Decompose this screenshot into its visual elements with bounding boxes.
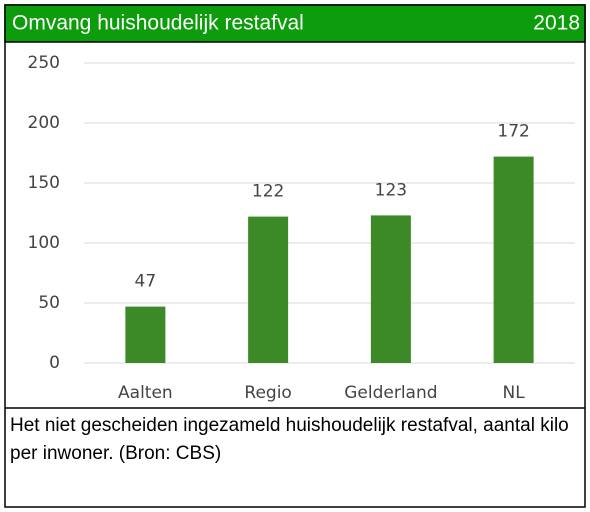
bar [125, 306, 166, 363]
caption: Het niet gescheiden ingezameld huishoude… [10, 415, 569, 464]
y-tick-label: 150 [28, 173, 60, 193]
frame [4, 4, 586, 508]
data-label: 47 [135, 272, 157, 292]
x-tick-label: NL [503, 383, 526, 403]
header [4, 4, 586, 43]
chart-subtitle: 2018 [533, 12, 580, 35]
y-tick-label: 200 [28, 113, 60, 133]
data-label: 122 [252, 182, 284, 202]
data-label: 172 [497, 122, 529, 142]
y-tick-label: 100 [28, 233, 60, 253]
y-tick-label: 0 [49, 353, 60, 373]
data-label: 123 [375, 180, 407, 200]
bar [493, 156, 534, 363]
chart-title: Omvang huishoudelijk restafval [12, 12, 304, 35]
y-tick-label: 50 [38, 293, 60, 313]
bar [248, 216, 289, 363]
y-tick-label: 250 [28, 53, 60, 73]
x-tick-label: Regio [244, 383, 291, 403]
x-tick-label: Gelderland [344, 383, 437, 403]
bar [370, 215, 411, 363]
x-tick-label: Aalten [118, 383, 173, 403]
